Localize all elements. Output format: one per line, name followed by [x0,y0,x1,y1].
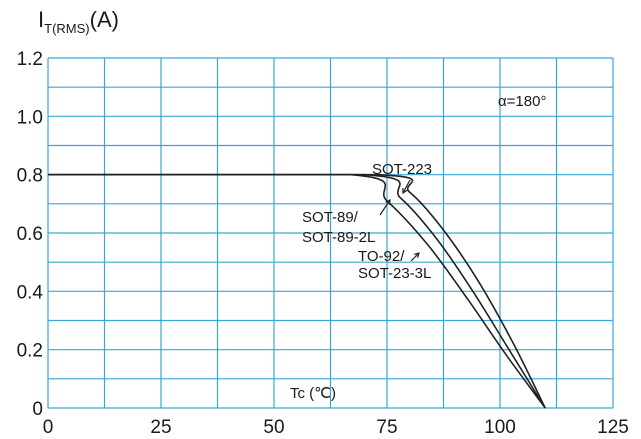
label-pointers [379,179,420,262]
pointer-arrow-0 [402,179,411,194]
x-tick-label: 100 [484,417,516,438]
x-tick-label: 125 [597,417,629,438]
grid [47,57,614,409]
series-labels: SOT-223 SOT-89/SOT-89-2L TO-92/SOT-23-3L [302,161,432,282]
series-line-1 [48,173,546,409]
y-tick-label: 0.6 [17,224,43,245]
y-tick-label: 0.4 [17,282,44,303]
x-tick-label: 0 [43,417,54,438]
series-line-2 [48,173,546,409]
y-axis-label-sub: T(RMS) [44,21,90,36]
y-axis-label-unit: (A) [90,7,119,32]
y-tick-label: 0.8 [17,166,43,187]
series-label-2: TO-92/ [358,248,405,265]
y-axis-label-main: I [38,7,44,32]
series-line-0 [48,173,546,409]
curves [48,173,546,409]
y-tick-label: 0.2 [17,341,43,362]
y-tick-label: 0 [32,399,43,420]
y-tick-labels: 0 0.2 0.4 0.6 0.8 1.0 1.2 [17,49,44,420]
series-label-0: SOT-223 [372,161,432,178]
series-label-1: SOT-89/ [302,209,359,226]
y-tick-label: 1.0 [17,107,43,128]
pointer-arrowhead-0 [402,187,408,195]
pointer-arrow-2 [410,252,420,262]
x-axis-label: Tc (℃) [290,385,336,402]
x-tick-labels: 0 25 50 75 100 125 [43,417,629,438]
x-tick-label: 25 [150,417,171,438]
series-label-2: SOT-23-3L [358,265,431,282]
series-label-1: SOT-89-2L [302,229,375,246]
x-tick-label: 50 [263,417,284,438]
pointer-arrowhead-2 [414,252,420,258]
pointer-arrow-1 [379,199,391,216]
y-tick-label: 1.2 [17,49,43,70]
annotation-alpha: α=180° [498,93,546,110]
pointer-arrowhead-1 [385,198,391,206]
y-axis-label: IT(RMS)(A) [38,7,119,36]
x-tick-label: 75 [376,417,397,438]
